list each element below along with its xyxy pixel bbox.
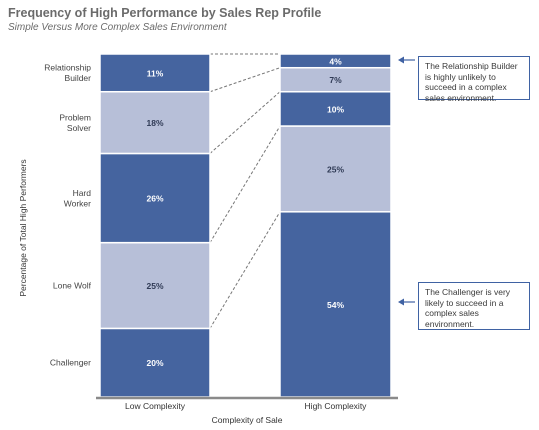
data-label-hard-worker-high-complexity: 10% [327, 104, 344, 114]
chart-subtitle: Simple Versus More Complex Sales Environ… [8, 22, 227, 33]
bar-relationship-builder-high-complexity [279, 53, 392, 69]
x-axis-label: Complexity of Sale [212, 415, 283, 425]
x-tick-label: High Complexity [305, 401, 368, 411]
connector-line [209, 91, 281, 154]
series-label-relationship-builder: Relationship Builder [44, 63, 91, 84]
annotation-arrow-relationship-builder-head [398, 56, 404, 64]
bar-challenger-low-complexity [99, 327, 211, 398]
chart-title: Frequency of High Performance by Sales R… [8, 6, 322, 20]
bar-relationship-builder-low-complexity [99, 53, 211, 93]
data-label-problem-solver-high-complexity: 7% [329, 75, 342, 85]
data-label-challenger-high-complexity: 54% [327, 300, 344, 310]
annotation-relationship-builder: The Relationship Builder is highly unlik… [418, 56, 530, 103]
series-label-challenger: Challenger [50, 358, 91, 368]
connector-line [209, 67, 281, 93]
y-axis-label: Percentage of Total High Performers [18, 159, 28, 296]
data-label-lone-wolf-low-complexity: 25% [146, 281, 163, 291]
data-label-problem-solver-low-complexity: 18% [146, 118, 163, 128]
connector-line [209, 125, 281, 243]
x-tick-label: Low Complexity [125, 401, 186, 411]
data-label-relationship-builder-high-complexity: 4% [329, 56, 342, 66]
annotation-arrow-challenger-head [398, 298, 404, 306]
bar-hard-worker-high-complexity [279, 90, 392, 127]
series-label-lone-wolf: Lone Wolf [53, 281, 92, 291]
connector-line [209, 211, 281, 329]
annotation-challenger: The Challenger is very likely to succeed… [418, 282, 530, 330]
bar-lone-wolf-high-complexity [279, 125, 392, 213]
data-label-lone-wolf-high-complexity: 25% [327, 164, 344, 174]
bar-hard-worker-low-complexity [99, 152, 211, 244]
bar-problem-solver-low-complexity [99, 90, 211, 155]
bar-problem-solver-high-complexity [279, 66, 392, 93]
bar-challenger-high-complexity [279, 211, 392, 398]
data-label-relationship-builder-low-complexity: 11% [147, 68, 164, 78]
data-label-challenger-low-complexity: 20% [146, 358, 163, 368]
series-label-hard-worker: Hard Worker [64, 188, 92, 209]
data-label-hard-worker-low-complexity: 26% [146, 194, 163, 204]
series-label-problem-solver: Problem Solver [59, 112, 91, 133]
